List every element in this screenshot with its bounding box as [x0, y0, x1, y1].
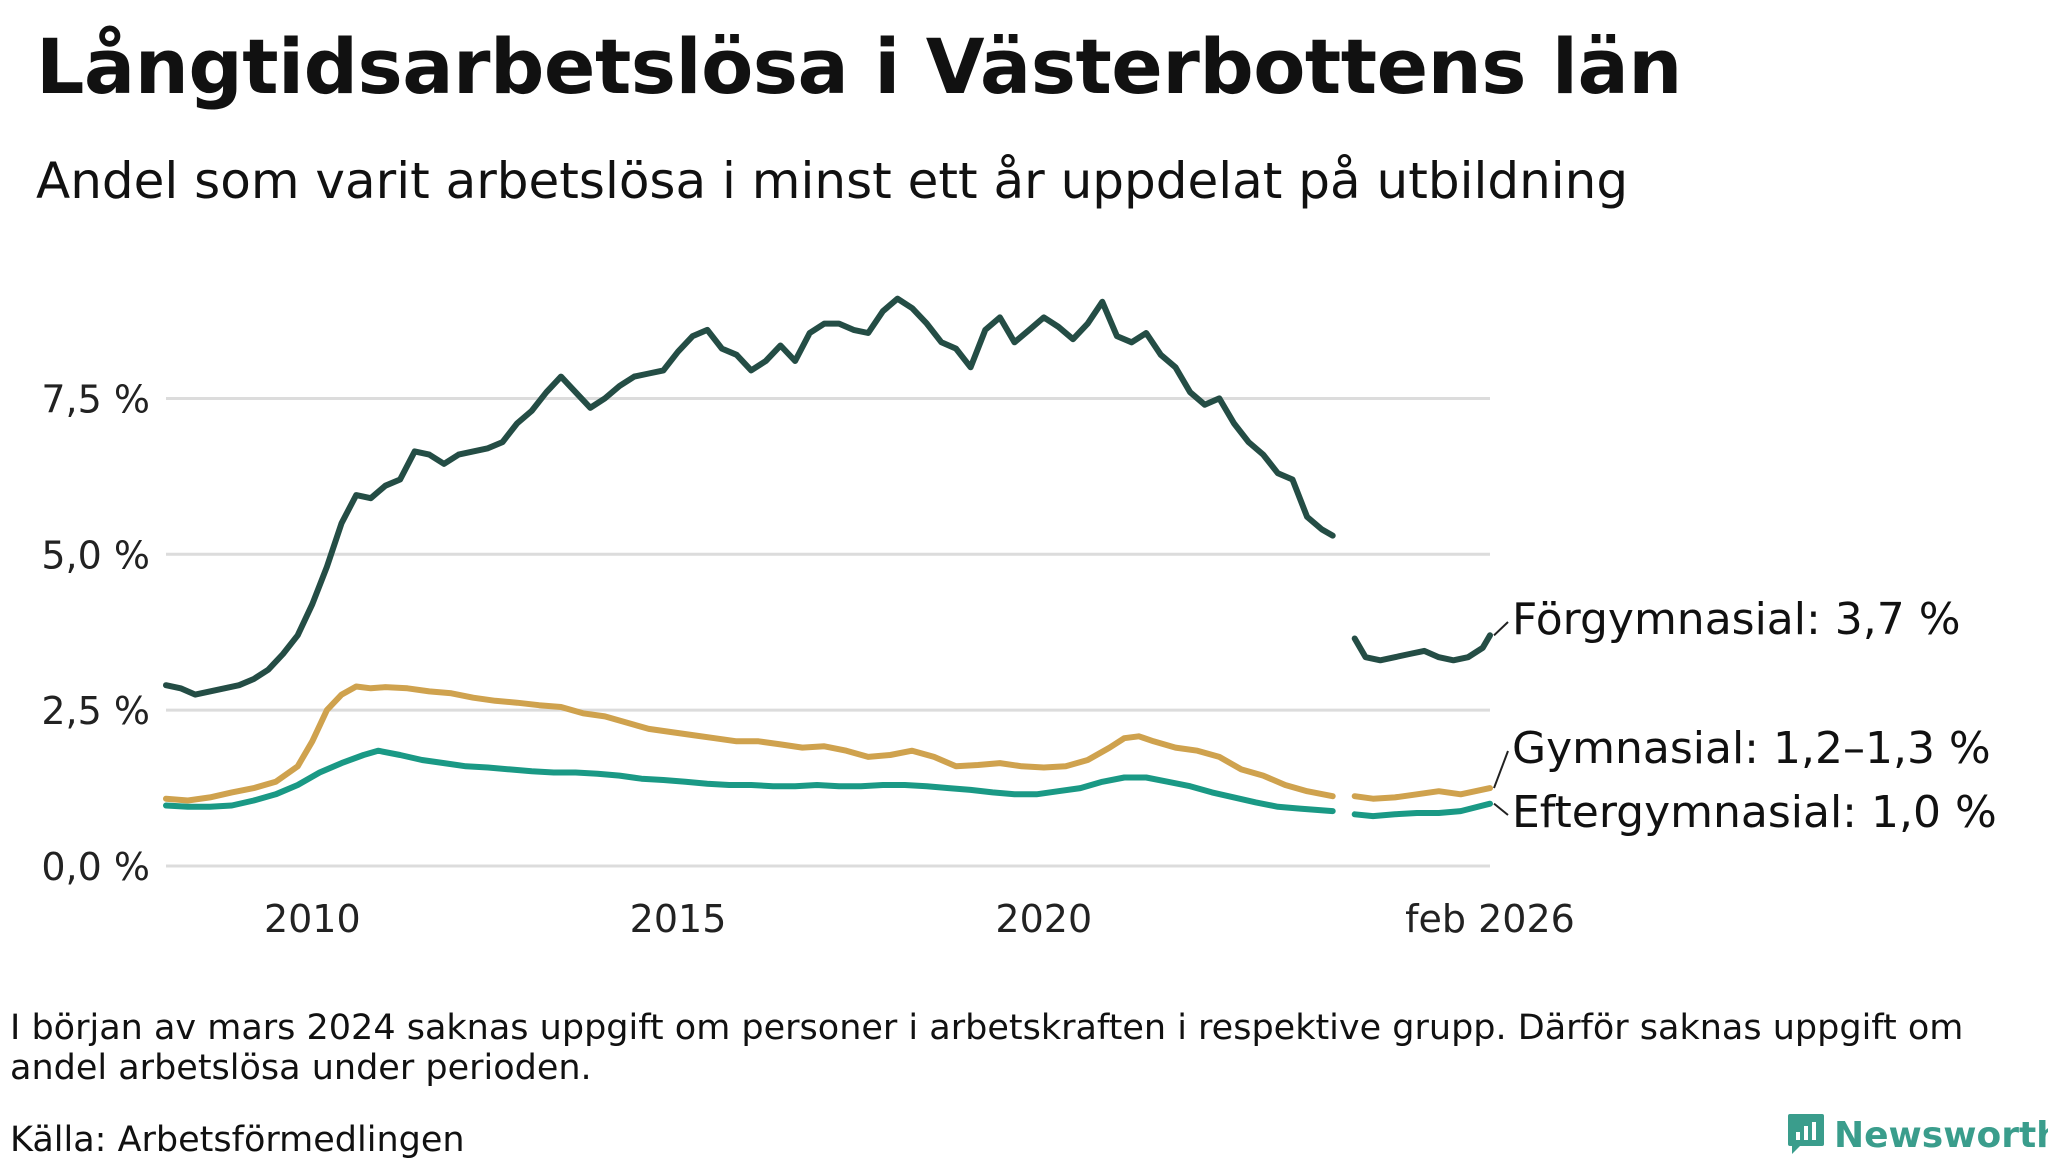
series-line-eftergymnasial	[166, 751, 1333, 811]
newsworthy-icon	[1786, 1112, 1826, 1158]
label-leader-line	[1494, 751, 1508, 788]
brand-name: Newsworthy	[1834, 1115, 2048, 1156]
y-tick-label: 0,0 %	[41, 845, 150, 889]
series-label-gymnasial: Gymnasial: 1,2–1,3 %	[1512, 723, 1991, 774]
line-chart: 0,0 % 2,5 % 5,0 % 7,5 % 2010 2015 2020 feb 202…	[0, 0, 2048, 1152]
grid-lines	[166, 398, 1490, 866]
series-label-förgymnasial: Förgymnasial: 3,7 %	[1512, 594, 1961, 645]
source-note: Källa: Arbetsförmedlingen	[10, 1120, 465, 1160]
series-line-förgymnasial	[166, 299, 1333, 695]
series-labels: Förgymnasial: 3,7 % Gymnasial: 1,2–1,3 % E…	[1494, 594, 1997, 838]
x-tick-label: 2015	[630, 897, 727, 941]
x-tick-label: 2010	[264, 897, 361, 941]
y-axis-ticks: 0,0 % 2,5 % 5,0 % 7,5 %	[41, 377, 150, 889]
newsworthy-logo: Newsworthy	[1786, 1112, 2048, 1158]
y-tick-label: 2,5 %	[41, 689, 150, 733]
series-line-eftergymnasial	[1355, 804, 1490, 816]
series-line-gymnasial	[1355, 788, 1490, 799]
series-line-förgymnasial	[1355, 635, 1490, 660]
x-tick-label: feb 2026	[1405, 897, 1575, 941]
label-leader-line	[1494, 804, 1508, 815]
footnote: I början av mars 2024 saknas uppgift om …	[10, 1008, 2000, 1088]
label-leader-line	[1494, 622, 1508, 635]
x-axis-ticks: 2010 2015 2020 feb 2026	[264, 897, 1575, 941]
series-lines	[166, 299, 1490, 816]
y-tick-label: 5,0 %	[41, 533, 150, 577]
series-label-eftergymnasial: Eftergymnasial: 1,0 %	[1512, 787, 1997, 838]
y-tick-label: 7,5 %	[41, 377, 150, 421]
x-tick-label: 2020	[995, 897, 1092, 941]
